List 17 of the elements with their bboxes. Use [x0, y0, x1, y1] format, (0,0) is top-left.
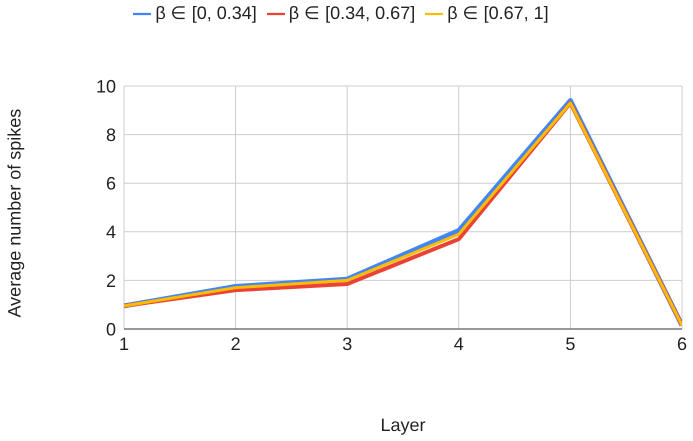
- y-tick-label: 0: [106, 319, 116, 340]
- y-tick-label: 8: [106, 124, 116, 145]
- x-tick-label: 2: [230, 334, 241, 354]
- y-tick-label: 10: [96, 76, 116, 96]
- legend-label: β ∈ [0, 0.34]: [155, 3, 257, 23]
- y-axis-title: Average number of spikes: [4, 108, 24, 318]
- x-tick-label: 6: [676, 334, 688, 354]
- x-tick-label: 1: [118, 334, 130, 354]
- x-tick-label: 5: [565, 334, 576, 354]
- x-tick-label: 3: [342, 334, 352, 354]
- y-tick-label: 4: [106, 222, 116, 242]
- legend-label: β ∈ [0.34, 0.67]: [288, 3, 416, 23]
- x-axis-title: Layer: [380, 415, 426, 435]
- legend-label: β ∈ [0.67, 1]: [447, 3, 549, 23]
- x-tick-label: 4: [454, 334, 464, 354]
- y-tick-label: 6: [106, 174, 116, 194]
- y-tick-label: 2: [106, 270, 116, 291]
